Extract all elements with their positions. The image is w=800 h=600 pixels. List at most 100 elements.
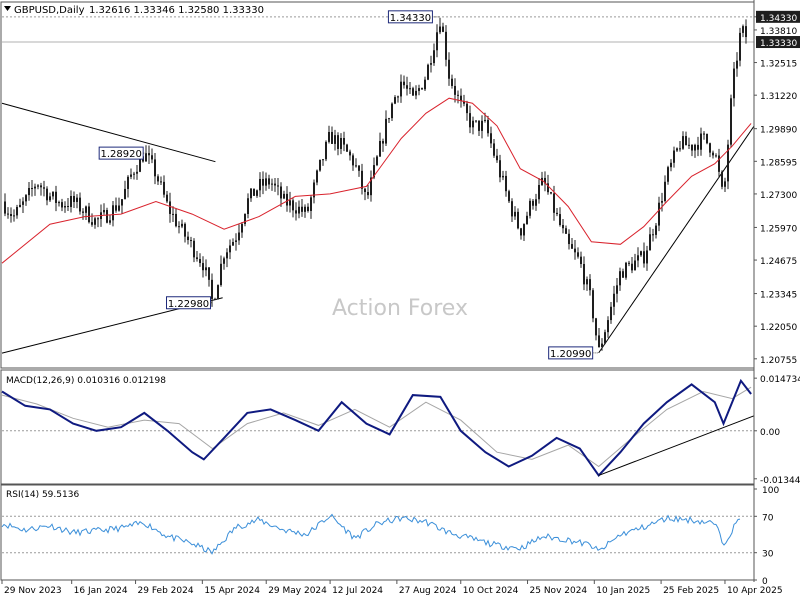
price-candle-body [655,225,657,235]
price-candle-body [292,200,294,211]
price-candle-body [679,148,681,150]
price-candle-body [103,209,105,213]
price-candle-body [295,210,297,214]
uptrend-line [598,125,755,354]
price-candle-body [19,204,21,208]
price-candle-body [394,97,396,104]
price-candle-body [193,240,195,258]
price-candle-body [124,188,126,200]
price-candle-body [583,264,585,285]
price-candle-body [403,81,405,86]
price-candle-body [673,150,675,163]
price-annotation-text: 1.20990 [550,349,591,360]
price-candle-body [121,199,123,206]
price-candle-body [316,170,318,183]
price-candle-body [364,188,366,192]
price-candle-body [499,160,501,178]
price-candle-body [514,211,516,217]
price-candle-body [484,119,486,121]
upper-channel-line [1,102,216,163]
rsi-tick-label: 30 [762,550,774,560]
price-candle-body [85,206,87,213]
price-candle-body [649,234,651,251]
price-candle-body [127,176,129,189]
panel-frame-2 [0,484,755,581]
price-candle-body [580,256,582,265]
macd-line [1,378,752,477]
price-candle-body [427,64,429,80]
price-candle-body [643,251,645,264]
price-candle-body [205,267,207,271]
price-candle-body [277,185,279,187]
price-candle-body [388,118,390,120]
price-tick-label: 1.27300 [760,191,797,201]
macd-tick-label: -0.013442 [760,476,800,486]
price-candle-body [16,207,18,216]
price-candle-body [7,213,9,215]
price-candle-body [520,228,522,236]
price-candle-body [70,196,72,207]
price-candle-body [346,144,348,152]
price-candle-body [742,26,744,33]
price-candle-body [463,100,465,104]
price-candle-body [331,131,333,144]
price-candle-body [451,78,453,86]
price-candle-body [610,306,612,321]
price-candle-body [697,144,699,150]
price-candle-body [424,79,426,90]
price-candle-body [472,120,474,128]
price-candle-body [307,206,309,211]
price-candle-body [73,196,75,202]
price-candle-body [184,223,186,237]
price-candle-body [409,88,411,90]
price-candle-body [622,271,624,278]
price-candle-body [718,155,720,172]
current-price-badge-bg [756,36,800,49]
rsi-tick-label: 0 [762,577,768,587]
price-candle-body [166,194,168,202]
price-candle-body [466,103,468,114]
header: GBPUSD,Daily 1.32616 1.33346 1.32580 1.3… [4,5,264,16]
price-candle-body [478,120,480,131]
price-candle-body [319,159,321,171]
price-candle-body [256,190,258,196]
price-candle-body [382,140,384,144]
price-candle-body [325,141,327,160]
price-candle-body [31,188,33,190]
price-candle-body [109,220,111,223]
macd-signal-line [1,386,752,468]
price-candle-body [130,174,132,177]
price-candle-body [361,170,363,189]
symbol-label: GBPUSD,Daily [14,5,85,16]
price-candle-body [730,98,732,145]
price-candle-body [454,85,456,95]
price-candle-body [64,205,66,208]
price-tick-label: 1.20755 [760,356,797,366]
x-tick-label: 29 May 2024 [268,586,327,596]
x-tick-label: 25 Nov 2024 [530,586,588,596]
price-candle-body [433,50,435,64]
price-candle-body [526,215,528,225]
price-candle-body [547,183,549,193]
price-candle-body [76,197,78,202]
price-annotation-text: 1.34330 [390,13,431,24]
price-candle-body [244,213,246,224]
price-candle-body [154,159,156,177]
price-candle-body [664,181,666,202]
price-candle-body [589,279,591,291]
price-candle-body [94,218,96,225]
price-candle-body [289,200,291,206]
x-tick-label: 10 Jan 2025 [596,586,650,596]
price-candle-body [25,195,27,202]
price-candle-body [214,298,216,300]
price-candle-body [115,205,117,211]
price-candle-body [145,153,147,162]
price-candle-body [202,263,204,271]
price-candle-body [505,175,507,192]
price-candle-body [640,251,642,256]
price-tick-label: 1.29890 [760,126,797,136]
price-candle-body [379,140,381,157]
price-candle-body [577,252,579,257]
dropdown-arrow-icon[interactable] [4,6,11,11]
price-candle-body [49,196,51,201]
